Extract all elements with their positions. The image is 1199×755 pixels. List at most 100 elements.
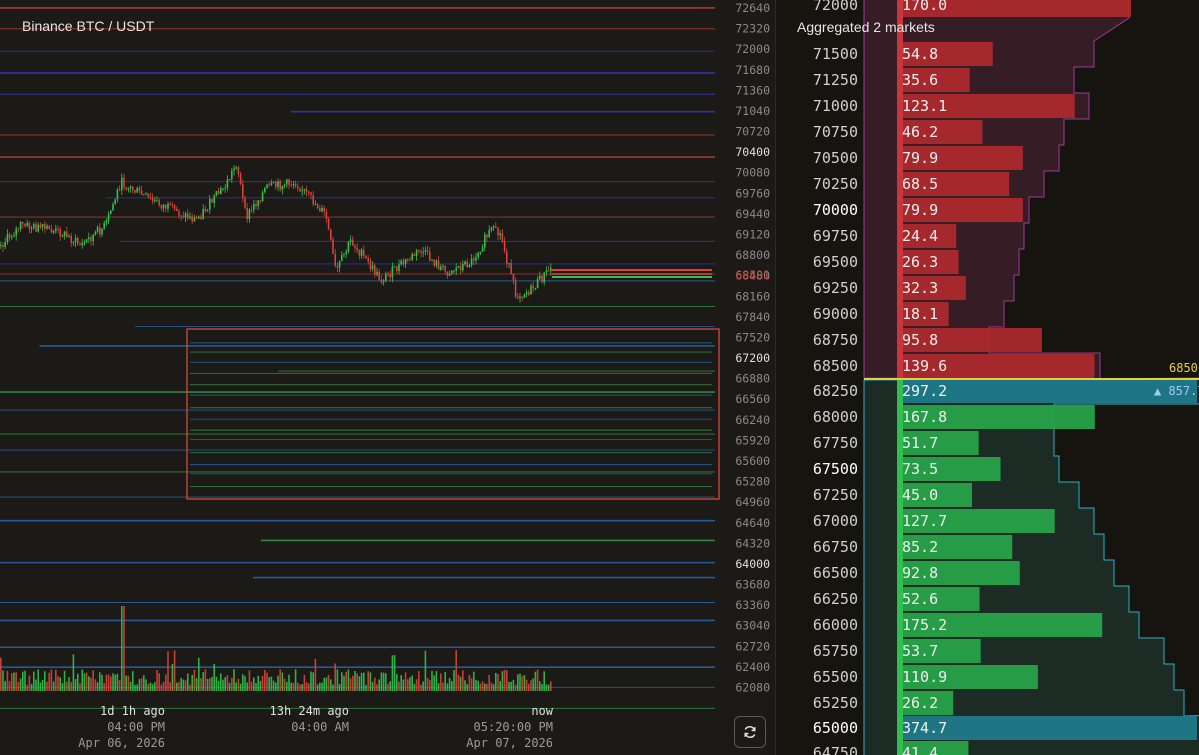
- candle-body: [156, 200, 158, 202]
- price-tick-label: 72000: [735, 42, 770, 56]
- ask-wall-bar: [552, 269, 712, 271]
- candle-body: [0, 244, 2, 246]
- ask-qty-label: 46.2: [902, 123, 938, 141]
- volume-bar: [539, 681, 541, 691]
- bid-qty-bar: [897, 691, 954, 715]
- ask-qty-label: 123.1: [902, 97, 947, 115]
- bid-price-label: 67500: [813, 460, 858, 478]
- candle-body: [404, 259, 407, 265]
- volume-bar: [224, 677, 226, 691]
- chart-canvas[interactable]: 72640 72320 72000 71680 71360 71040 70720 70400…: [0, 0, 775, 755]
- volume-bar: [303, 674, 306, 691]
- candle-body: [413, 253, 416, 256]
- candle-body: [187, 213, 189, 219]
- ask-qty-label: 139.6: [902, 357, 947, 375]
- volume-bar: [283, 678, 286, 691]
- candle-body: [288, 179, 290, 185]
- volume-bar: [510, 681, 512, 691]
- candle-body: [178, 210, 180, 216]
- volume-bar: [68, 677, 70, 691]
- volume-bar: [11, 673, 13, 691]
- price-tick-label: 70400: [735, 145, 770, 159]
- selection-box: [186, 328, 720, 500]
- order-book[interactable]: 68501 ▲ 857.7 72000 170.0 71500 54.8 71250 35.6…: [775, 0, 1199, 755]
- bid-price-label: 68000: [813, 408, 858, 426]
- candle-body: [426, 250, 429, 252]
- candle-body: [248, 209, 251, 220]
- volume-bar: [213, 663, 215, 691]
- bid-price-label: 65750: [813, 642, 858, 660]
- volume-bar: [299, 684, 301, 691]
- volume-bar: [22, 671, 24, 691]
- ask-qty-label: 18.1: [902, 305, 938, 323]
- candle-body: [468, 265, 471, 268]
- volume-bar: [121, 606, 123, 691]
- price-tick-label: 71040: [735, 104, 770, 118]
- candle-body: [308, 191, 310, 193]
- ask-qty-bar: [897, 146, 1023, 170]
- bid-qty-label: 51.7: [902, 434, 938, 452]
- volume-bar: [316, 684, 319, 691]
- volume-bar: [437, 683, 440, 691]
- volume-bar: [96, 682, 99, 691]
- candle-body: [96, 227, 99, 232]
- volume-bar: [297, 682, 299, 691]
- candle-body: [101, 228, 103, 235]
- volume-bar: [508, 681, 510, 691]
- volume-bar: [138, 679, 141, 691]
- volume-bar: [215, 676, 218, 691]
- volume-bar: [323, 677, 325, 691]
- bid-qty-label: 92.8: [902, 564, 938, 582]
- volume-bar: [101, 674, 103, 691]
- bid-qty-label: 53.7: [902, 642, 938, 660]
- candle-body: [235, 167, 237, 169]
- volume-bar: [257, 675, 259, 691]
- candle-body: [488, 229, 490, 238]
- candle-body: [224, 187, 226, 189]
- volume-bar: [382, 672, 385, 691]
- volume-bar: [233, 669, 235, 691]
- volume-bar: [264, 670, 266, 691]
- candle-body: [17, 228, 20, 230]
- candle-body: [118, 189, 121, 191]
- candle-body: [473, 258, 475, 261]
- volume-bar: [147, 684, 149, 691]
- candle-body: [154, 200, 156, 202]
- ask-qty-label: 54.8: [902, 45, 938, 63]
- bid-price-label: 65000: [813, 719, 858, 737]
- volume-bar: [343, 675, 345, 691]
- candle-body: [275, 182, 277, 187]
- volume-bar: [209, 678, 211, 691]
- volume-bar: [171, 664, 174, 691]
- ask-price-label: 70250: [813, 175, 858, 193]
- candle-body: [411, 253, 413, 260]
- volume-bar: [420, 684, 422, 691]
- candle-body: [206, 209, 209, 212]
- price-chart[interactable]: 72640 72320 72000 71680 71360 71040 70720 70400…: [0, 0, 775, 755]
- candle-body: [231, 170, 233, 180]
- candle-body: [517, 296, 519, 299]
- candle-body: [464, 261, 466, 265]
- volume-bar: [0, 657, 2, 691]
- volume-bar: [470, 678, 473, 691]
- pair-title: Binance BTC / USDT: [22, 18, 155, 34]
- ask-price-label: 68750: [813, 331, 858, 349]
- volume-bar: [160, 684, 163, 691]
- volume-bar: [235, 682, 237, 691]
- ask-qty-bar: [897, 354, 1095, 378]
- ask-qty-bar: [897, 224, 957, 248]
- candle-body: [266, 184, 268, 189]
- candle-body: [539, 275, 541, 280]
- price-axis: 72640 72320 72000 71680 71360 71040 70720 70400…: [735, 1, 770, 694]
- candle-body: [182, 216, 185, 218]
- volume-bar: [41, 679, 44, 691]
- refresh-button[interactable]: [734, 716, 766, 748]
- volume-bar: [277, 675, 279, 691]
- volume-bar: [136, 684, 138, 691]
- volume-bar: [129, 681, 132, 691]
- candle-body: [418, 250, 420, 252]
- bid-qty-bar: [897, 457, 1001, 481]
- volume-bar: [52, 681, 55, 691]
- candle-body: [367, 258, 369, 262]
- candle-body: [492, 226, 495, 228]
